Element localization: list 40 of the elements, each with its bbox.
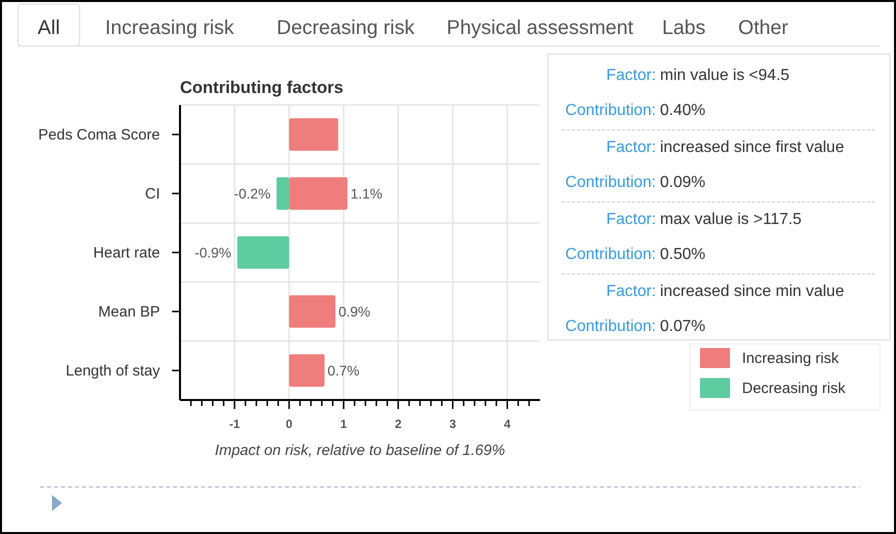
text: All — [38, 17, 60, 39]
x-tick-label: 2 — [394, 417, 402, 431]
text: Contribution: 0.50% — [565, 246, 706, 263]
x-tick-label: 0 — [286, 417, 293, 431]
text: Decreasing risk — [276, 17, 416, 39]
text: Labs — [662, 17, 706, 39]
text: Factor: max value is >117.5 — [606, 211, 802, 228]
text: Increasing risk — [105, 17, 236, 39]
x-tick-label: 3 — [449, 417, 456, 431]
x-axis-title: Impact on risk, relative to baseline of 1.69% — [214, 442, 506, 459]
y-tick-label: Heart rate — [93, 244, 160, 262]
text: Factor: increased since min value — [606, 283, 844, 300]
y-tick-label: Length of stay — [66, 362, 160, 380]
x-tick-label: 4 — [504, 417, 511, 431]
text: Physical assessment — [446, 17, 634, 39]
bar — [237, 236, 290, 269]
text: Factor: increased since first value — [606, 139, 844, 156]
data-label: 1.1% — [350, 186, 382, 202]
text: Factor: min value is <94.5 — [606, 67, 790, 84]
legend-label: Increasing risk — [742, 350, 840, 367]
bar — [276, 177, 290, 210]
legend-label: Decreasing risk — [742, 380, 846, 397]
bar — [289, 118, 338, 151]
data-label: 0.7% — [328, 362, 360, 378]
chart-title: Contributing factors — [180, 78, 344, 97]
y-tick-label: Peds Coma Score — [38, 126, 160, 144]
data-label: -0.9% — [194, 244, 232, 260]
bar — [289, 354, 325, 387]
data-label: 0.9% — [338, 304, 370, 320]
text: Contribution: 0.40% — [565, 102, 706, 119]
x-tick-label: -1 — [229, 417, 240, 431]
text: Other — [738, 17, 789, 39]
data-label: -0.2% — [234, 186, 271, 202]
bar — [289, 177, 348, 210]
y-tick-label: Mean BP — [98, 304, 160, 320]
bar — [289, 295, 336, 328]
y-tick-label: CI — [145, 186, 160, 202]
text: Contribution: 0.07% — [565, 318, 706, 335]
text: Contribution: 0.09% — [565, 174, 706, 191]
x-tick-label: 1 — [340, 417, 348, 431]
